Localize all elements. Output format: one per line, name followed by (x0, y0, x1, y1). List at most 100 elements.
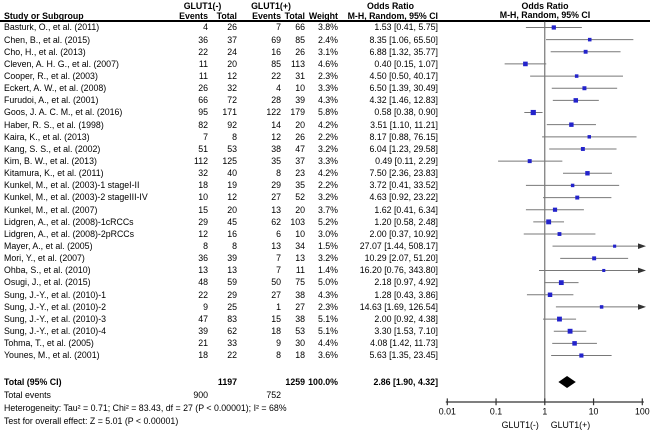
total-neg-cell: 92 (227, 119, 237, 130)
total-neg-cell: 16 (227, 228, 237, 239)
total-pos-cell: 20 (295, 119, 305, 130)
total-neg-cell: 83 (227, 313, 237, 324)
total-pos-cell: 26 (295, 131, 305, 142)
total-neg-cell: 40 (227, 168, 237, 179)
total-neg-cell: 12 (227, 192, 237, 203)
events-pos-cell: 16 (271, 46, 281, 57)
total-pos-cell: 66 (295, 22, 305, 33)
events-neg-cell: 48 (198, 277, 208, 288)
total-pos-cell: 10 (295, 228, 305, 239)
events-pos-cell: 85 (271, 58, 281, 69)
total-pos-cell: 179 (290, 107, 305, 118)
col-header-or-ci: M-H, Random, 95% CI (347, 10, 438, 21)
weight-cell: 3.3% (317, 156, 338, 166)
weight-cell: 5.8% (317, 107, 338, 118)
col-header-weight: Weight (308, 10, 338, 21)
events-neg-cell: 4 (203, 22, 208, 33)
study-name-cell: Sung, J.-Y., et al. (2010)-4 (4, 325, 107, 336)
events-neg-cell: 12 (198, 228, 208, 239)
weight-cell: 4.4% (317, 338, 338, 349)
total-pos-cell: 31 (295, 71, 305, 82)
events-neg-cell: 66 (198, 95, 208, 106)
study-row: Osugi, J., et al. (2015) 48 59 50 75 5.0% 2.18… (0, 276, 650, 288)
events-pos-cell: 69 (271, 34, 281, 45)
weight-cell: 2.2% (317, 131, 338, 142)
or-ci-text-cell: 2.00 [0.37, 10.92] (369, 228, 438, 239)
study-row: Kang, S. S., et al. (2002) 51 53 38 47 3.2% 6.… (0, 143, 650, 155)
events-neg-cell: 7 (203, 131, 208, 142)
study-name-cell: Cleven, A. H. G., et al. (2007) (4, 58, 119, 69)
total-pos-cell: 53 (295, 325, 305, 336)
weight-cell: 5.2% (317, 216, 338, 227)
events-pos-cell: 35 (271, 156, 281, 166)
events-neg-cell: 82 (198, 119, 208, 130)
col-group-odds-ratio-plot: Odds Ratio (521, 1, 569, 11)
weight-cell: 2.3% (317, 301, 338, 312)
or-ci-text-cell: 3.51 [1.10, 11.21] (370, 119, 438, 130)
weight-cell: 3.2% (317, 192, 338, 203)
or-ci-text-cell: 2.86 [1.90, 4.32] (373, 377, 438, 388)
weight-cell: 3.0% (317, 228, 338, 239)
events-neg-cell: 22 (198, 46, 208, 57)
weight-cell: 4.3% (317, 289, 338, 300)
study-row: Kim, B. W., et al. (2013) 112 125 35 37 3.3% 0… (0, 155, 650, 167)
events-neg-cell: 15 (198, 204, 208, 215)
events-neg-cell: 18 (198, 180, 208, 191)
or-ci-text-cell: 16.20 [0.76, 343.80] (359, 265, 438, 276)
heterogeneity-line: Heterogeneity: Tau² = 0.71; Chi² = 83.43… (0, 402, 650, 415)
total-pos-cell: 30 (295, 338, 305, 349)
weight-cell: 2.4% (317, 34, 338, 45)
total-neg-cell: 29 (227, 289, 237, 300)
header-divider (0, 20, 650, 22)
events-neg-cell: 39 (198, 325, 208, 336)
total-pos-cell: 23 (295, 168, 305, 179)
overall-effect-line: Test for overall effect: Z = 5.01 (P < 0… (0, 415, 650, 428)
total-pos-cell: 75 (295, 277, 305, 288)
events-pos-cell: 50 (271, 277, 281, 288)
study-row: Sung, J.-Y., et al. (2010)-1 22 29 27 38 4.3%… (0, 288, 650, 300)
events-neg-cell: 8 (203, 240, 208, 251)
total-pos-cell: 85 (295, 34, 305, 45)
or-ci-text-cell: 4.63 [0.92, 23.22] (369, 192, 438, 203)
col-group-glut1-positive: GLUT1(+) (251, 1, 291, 11)
study-name-cell: Basturk, O., et al. (2011) (4, 22, 100, 33)
study-name-cell: Kang, S. S., et al. (2002) (4, 143, 101, 154)
total-events-row: Total events 900 752 (0, 389, 650, 402)
study-name-cell: Ohba, S., et al. (2010) (4, 265, 91, 276)
study-name-cell: Mori, Y., et al. (2007) (4, 253, 85, 264)
total-neg-cell: 72 (227, 95, 237, 106)
study-row: Eckert, A. W., et al. (2008) 26 32 4 10 3.3% 6… (0, 82, 650, 94)
study-row: Kitamura, K., et al. (2011) 32 40 8 23 4.2% 7.… (0, 167, 650, 179)
total-neg-cell: 53 (227, 143, 237, 154)
events-neg-cell: 32 (198, 168, 208, 179)
total-neg-cell: 8 (232, 131, 237, 142)
events-neg-cell: 95 (198, 107, 208, 118)
or-ci-text-cell: 2.18 [0.97, 4.92] (374, 277, 438, 288)
weight-cell: 5.1% (317, 313, 338, 324)
total-pos-cell: 10 (295, 83, 305, 94)
events-neg-cell: 900 (193, 390, 208, 401)
events-pos-cell: 7 (276, 265, 281, 276)
study-name-cell: Younes, M., et al. (2001) (4, 350, 100, 361)
or-ci-text-cell: 1.28 [0.43, 3.86] (374, 289, 438, 300)
total-pos-cell: 1259 (285, 377, 305, 388)
total-neg-cell: 8 (232, 240, 237, 251)
or-ci-text-cell: 3.72 [0.41, 33.52] (369, 180, 438, 191)
study-name-cell: Cooper, R., et al. (2003) (4, 71, 98, 82)
events-neg-cell: 51 (198, 143, 208, 154)
col-header-events-neg: Events (179, 10, 208, 21)
events-pos-cell: 22 (271, 71, 281, 82)
or-ci-text-cell: 6.04 [1.23, 29.58] (369, 143, 438, 154)
total-pos-cell: 103 (290, 216, 305, 227)
total-neg-cell: 20 (227, 58, 237, 69)
column-header-row: Study or Subgroup Events Total Events To… (0, 10, 650, 21)
weight-cell: 3.2% (317, 253, 338, 264)
weight-cell: 3.3% (317, 83, 338, 94)
events-neg-cell: 18 (198, 350, 208, 361)
study-name-cell: Goos, J. A. C. M., et al. (2016) (4, 107, 123, 118)
events-pos-cell: 1 (276, 301, 281, 312)
or-ci-text-cell: 27.07 [1.44, 508.17] (359, 240, 438, 251)
total-neg-cell: 25 (227, 301, 237, 312)
or-ci-text-cell: 14.63 [1.69, 126.54] (359, 301, 438, 312)
events-neg-cell: 26 (198, 83, 208, 94)
